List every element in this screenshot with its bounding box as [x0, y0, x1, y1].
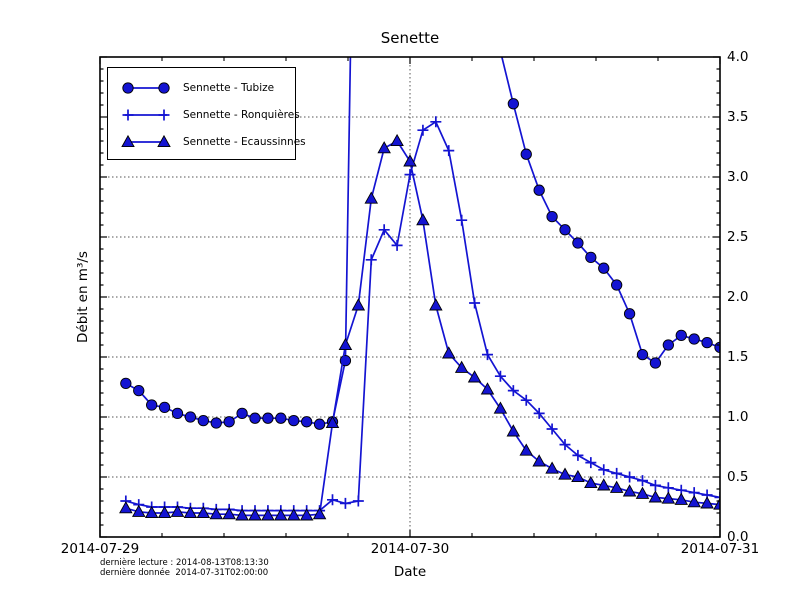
footer-last-reading: dernière lecture : 2014-08-13T08:13:30 [100, 558, 269, 568]
y-axis-label: Débit en m³/s [75, 251, 91, 343]
chart-title: Senette [380, 29, 440, 47]
legend-item-ronquieres: Sennette - Ronquières [120, 101, 300, 128]
legend: Sennette - Tubize Sennette - Ronquières … [107, 67, 306, 160]
legend-item-ecaussinnes: Sennette - Ecaussinnes [120, 128, 306, 155]
y-tick-label-1.5: 1.5 [727, 349, 749, 365]
legend-marker-triangle-icon [121, 134, 171, 147]
x-tick-label-2014-07-31: 2014-07-31 [680, 541, 760, 557]
legend-marker-plus-icon [122, 109, 170, 120]
footer-last-data: dernière donnée 2014-07-31T02:00:00 [100, 568, 269, 578]
y-tick-label-0.5: 0.5 [727, 469, 749, 485]
legend-label: Sennette - Ronquières [183, 108, 300, 121]
y-tick-label-3.5: 3.5 [727, 109, 749, 125]
x-axis-label: Date [393, 564, 427, 580]
legend-label: Sennette - Ecaussinnes [183, 135, 306, 148]
y-tick-label-1.0: 1.0 [727, 409, 749, 425]
legend-item-tubize: Sennette - Tubize [120, 74, 295, 101]
y-tick-label-4.0: 4.0 [727, 49, 749, 65]
y-tick-label-2.0: 2.0 [727, 289, 749, 305]
x-tick-label-2014-07-30: 2014-07-30 [370, 541, 450, 557]
x-tick-label-2014-07-29: 2014-07-29 [60, 541, 140, 557]
legend-marker-circle-icon [122, 81, 170, 94]
y-tick-label-2.5: 2.5 [727, 229, 749, 245]
legend-label: Sennette - Tubize [183, 81, 275, 94]
y-tick-label-0.0: 0.0 [727, 529, 749, 545]
y-tick-label-3.0: 3.0 [727, 169, 749, 185]
